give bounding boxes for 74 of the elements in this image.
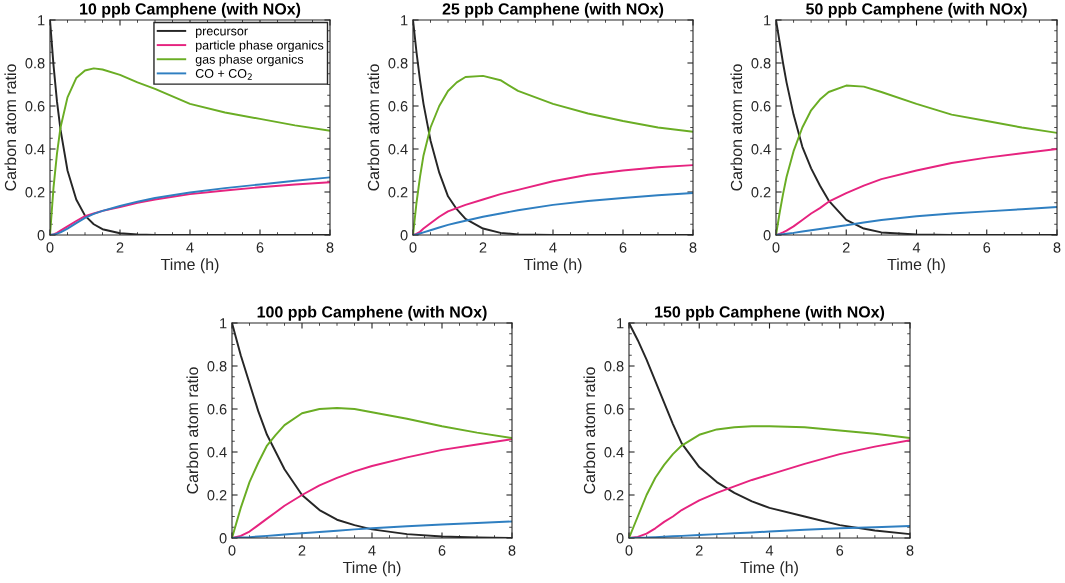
x-tick-label: 0 xyxy=(772,242,780,253)
y-tick-label: 0 xyxy=(219,533,227,544)
y-axis-title: Carbon atom ratio xyxy=(730,64,743,191)
y-tick-label: 0.2 xyxy=(25,187,45,198)
x-tick-label: 4 xyxy=(186,242,194,253)
y-tick-label: 0.6 xyxy=(604,404,624,415)
y-tick-label: 0 xyxy=(616,533,624,544)
x-tick-label: 4 xyxy=(765,545,774,556)
y-tick-label: 0.8 xyxy=(25,58,45,69)
y-tick-label: 0.2 xyxy=(388,187,408,198)
y-tick-label: 0.4 xyxy=(207,447,227,458)
x-tick-label: 0 xyxy=(625,545,633,556)
y-tick-label: 0.4 xyxy=(388,144,408,155)
y-tick-label: 0.6 xyxy=(751,101,771,112)
y-tick-label: 0.6 xyxy=(25,101,45,112)
y-tick-label: 1 xyxy=(764,15,771,26)
y-tick-label: 0.4 xyxy=(751,144,771,155)
legend-label: precursor xyxy=(196,28,248,38)
y-tick-label: 0 xyxy=(37,230,45,241)
y-tick-label: 0.8 xyxy=(604,361,624,372)
x-tick-label: 8 xyxy=(906,545,914,556)
x-tick-label: 4 xyxy=(368,545,376,556)
legend-label: CO + CO$_{2}$ xyxy=(195,69,252,80)
x-tick-label: 8 xyxy=(689,242,697,253)
chart-title: 100 ppb Camphene (with NOx) xyxy=(257,305,487,321)
y-tick-label: 0.8 xyxy=(751,58,771,69)
y-tick-label: 0.2 xyxy=(751,187,771,198)
chart-title: 10 ppb Camphene (with NOx) xyxy=(80,2,301,18)
y-tick-label: 1 xyxy=(220,318,227,329)
x-tick-label: 0 xyxy=(46,242,54,253)
x-tick-label: 8 xyxy=(326,242,334,253)
y-axis-title: Carbon atom ratio xyxy=(367,64,380,191)
x-tick-label: 2 xyxy=(479,242,487,253)
y-tick-label: 0.4 xyxy=(25,144,45,155)
y-axis-title: Carbon atom ratio xyxy=(186,367,199,494)
x-tick-label: 6 xyxy=(256,242,264,253)
x-tick-label: 4 xyxy=(549,242,557,253)
y-tick-label: 1 xyxy=(617,318,624,329)
y-tick-label: 1 xyxy=(38,15,45,26)
y-tick-label: 0 xyxy=(400,230,408,241)
y-tick-label: 0.6 xyxy=(388,101,408,112)
x-tick-label: 6 xyxy=(836,545,844,556)
x-axis-title: Time (h) xyxy=(740,561,798,577)
x-axis-title: Time (h) xyxy=(160,258,219,274)
chart-title: 50 ppb Camphene (with NOx) xyxy=(806,2,1027,18)
x-tick-label: 4 xyxy=(912,242,921,253)
y-tick-label: 0.2 xyxy=(207,490,227,501)
y-tick-label: 0 xyxy=(763,230,771,241)
y-tick-label: 1 xyxy=(401,15,408,26)
chart-title: 150 ppb Camphene (with NOx) xyxy=(655,305,885,321)
x-axis-title: Time (h) xyxy=(342,561,401,577)
x-tick-label: 2 xyxy=(842,242,850,253)
x-tick-label: 8 xyxy=(1053,242,1061,253)
chart-title: 25 ppb Camphene (with NOx) xyxy=(442,2,664,18)
y-tick-label: 0.4 xyxy=(604,447,624,458)
y-tick-label: 0.2 xyxy=(604,490,624,501)
legend-label: gas phase organics xyxy=(195,54,304,67)
y-tick-label: 0.8 xyxy=(207,361,227,372)
x-axis-title: Time (h) xyxy=(887,258,945,274)
x-tick-label: 8 xyxy=(508,545,516,556)
y-tick-label: 0.6 xyxy=(207,404,227,415)
x-tick-label: 0 xyxy=(409,242,417,253)
x-tick-label: 2 xyxy=(695,545,703,556)
x-tick-label: 6 xyxy=(438,545,446,556)
y-tick-label: 0.8 xyxy=(388,58,408,69)
x-tick-label: 2 xyxy=(298,545,306,556)
x-tick-label: 0 xyxy=(228,545,236,556)
y-axis-title: Carbon atom ratio xyxy=(583,367,596,494)
x-tick-label: 6 xyxy=(983,242,991,253)
x-axis-title: Time (h) xyxy=(523,258,582,274)
x-tick-label: 6 xyxy=(619,242,627,253)
legend-label: particle phase organics xyxy=(196,40,324,53)
x-tick-label: 2 xyxy=(116,242,124,253)
y-axis-title: Carbon atom ratio xyxy=(4,64,17,191)
